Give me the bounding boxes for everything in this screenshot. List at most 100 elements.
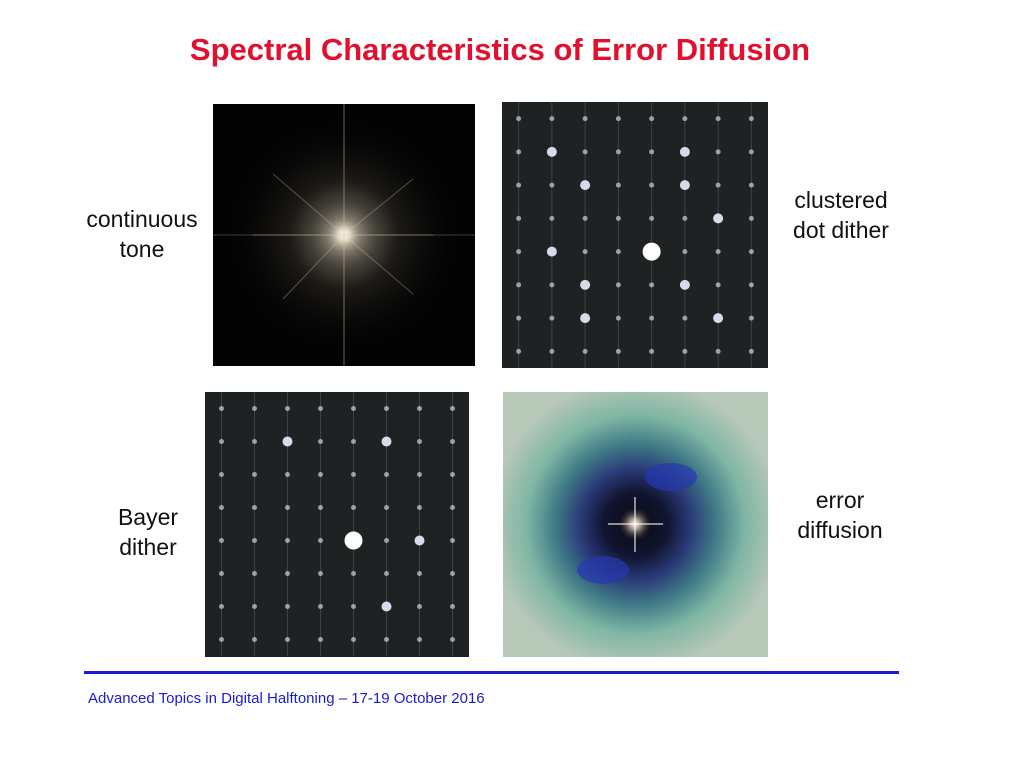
- spectrum-peak: [417, 637, 422, 642]
- spectrum-peak: [582, 215, 588, 221]
- spectrum-peak: [679, 146, 690, 157]
- spectrum-peak: [582, 249, 588, 255]
- spectrum-peak: [615, 215, 621, 221]
- spectrum-peak: [252, 472, 257, 477]
- spectrum-peak: [679, 279, 690, 290]
- spectrum-peak: [649, 149, 655, 155]
- spectrum-peak: [516, 215, 522, 221]
- label-continuous-tone: continuous tone: [86, 206, 198, 262]
- spectrum-peak: [516, 348, 522, 354]
- spectrum-peak: [679, 180, 690, 191]
- spectrum-peak: [450, 571, 455, 576]
- label-clustered-dot-dither: clustered dot dither: [793, 187, 889, 243]
- spectrum-peak: [615, 348, 621, 354]
- spectrum-peak: [252, 538, 257, 543]
- spectrum-peak: [318, 439, 323, 444]
- spectrum-peak: [417, 406, 422, 411]
- spectrum-peak: [682, 348, 688, 354]
- spectrum-peak: [252, 439, 257, 444]
- spectrum-peak: [381, 436, 392, 447]
- spectrum-peak: [715, 116, 721, 122]
- spectrum-peak: [748, 116, 754, 122]
- spectrum-peak: [615, 182, 621, 188]
- spectrum-peak: [318, 472, 323, 477]
- spectrum-peak: [219, 571, 224, 576]
- spectrum-image-bayer-dither: [205, 392, 469, 657]
- spectrum-peak: [285, 505, 290, 510]
- spectrum-peak: [715, 348, 721, 354]
- spectrum-peak: [748, 182, 754, 188]
- spectrum-peak: [219, 538, 224, 543]
- spectrum-peak: [381, 601, 392, 612]
- spectrum-peak: [417, 571, 422, 576]
- spectrum-peak: [748, 282, 754, 288]
- spectrum-peak: [450, 637, 455, 642]
- spectrum-peak: [318, 637, 323, 642]
- spectrum-peak: [713, 313, 724, 324]
- spectrum-peak: [285, 571, 290, 576]
- spectrum-peak: [582, 116, 588, 122]
- spectrum-peak: [351, 472, 356, 477]
- spectrum-peak: [649, 215, 655, 221]
- spectrum-peak: [682, 116, 688, 122]
- spectrum-peak: [344, 531, 363, 550]
- spectrum-peak: [252, 637, 257, 642]
- spectrum-peak: [549, 182, 555, 188]
- spectrum-peak: [516, 149, 522, 155]
- spectrum-peak: [252, 505, 257, 510]
- spectrum-peak: [546, 246, 557, 257]
- spectrum-peak: [384, 571, 389, 576]
- spectrum-peak: [384, 637, 389, 642]
- spectrum-peak: [351, 439, 356, 444]
- spectrum-peak: [580, 279, 591, 290]
- label-bayer-dither: Bayer dither: [117, 504, 179, 560]
- spectrum-peak: [318, 571, 323, 576]
- spectrum-peak: [516, 315, 522, 321]
- spectrum-peak: [219, 472, 224, 477]
- spectrum-peak: [549, 348, 555, 354]
- spectrum-peak: [384, 406, 389, 411]
- spectrum-peak: [351, 604, 356, 609]
- spectrum-peak: [649, 282, 655, 288]
- spectrum-peak: [351, 571, 356, 576]
- spectrum-peak: [450, 505, 455, 510]
- spectrum-peak: [649, 348, 655, 354]
- footer-text: Advanced Topics in Digital Halftoning – …: [88, 690, 485, 707]
- spectrum-peak: [318, 538, 323, 543]
- footer-divider: [84, 671, 899, 674]
- spectrum-peak: [682, 315, 688, 321]
- spectrum-peak: [715, 282, 721, 288]
- spectrum-peak: [549, 315, 555, 321]
- spectrum-peak: [549, 116, 555, 122]
- spectrum-peak: [414, 535, 425, 546]
- spectrum-peak: [546, 146, 557, 157]
- spectrum-peak: [682, 249, 688, 255]
- spectrum-peak: [252, 604, 257, 609]
- spectrum-peak: [615, 249, 621, 255]
- spectrum-peak: [450, 472, 455, 477]
- spectrum-peak: [516, 182, 522, 188]
- spectrum-peak: [417, 604, 422, 609]
- spectrum-peak: [715, 149, 721, 155]
- spectrum-peak: [252, 406, 257, 411]
- spectrum-peak: [580, 180, 591, 191]
- spectrum-peak: [417, 439, 422, 444]
- spectrum-peak: [649, 182, 655, 188]
- spectrum-peak: [682, 215, 688, 221]
- spectrum-peak: [615, 282, 621, 288]
- spectrum-peak: [748, 315, 754, 321]
- spectrum-peak: [516, 282, 522, 288]
- spectrum-peak: [285, 406, 290, 411]
- spectrum-peak: [642, 242, 661, 261]
- spectrum-peak: [450, 406, 455, 411]
- spectrum-peak: [252, 571, 257, 576]
- spectrum-peak: [516, 249, 522, 255]
- spectrum-peak: [748, 149, 754, 155]
- spectrum-peak: [351, 505, 356, 510]
- spectrum-peak: [384, 538, 389, 543]
- spectrum-peak: [748, 348, 754, 354]
- spectrum-peak: [417, 505, 422, 510]
- spectrum-peak: [580, 313, 591, 324]
- spectrum-peak: [219, 406, 224, 411]
- spectrum-peak: [384, 505, 389, 510]
